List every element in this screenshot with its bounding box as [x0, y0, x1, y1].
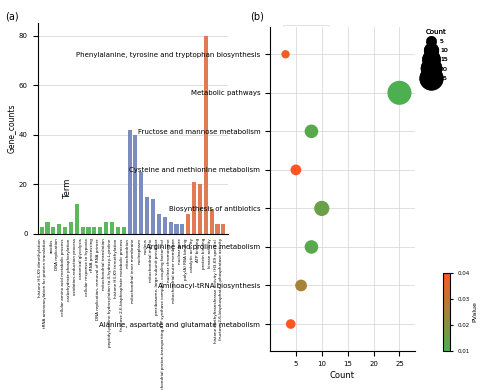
- Text: (a): (a): [5, 12, 18, 22]
- Bar: [104, 222, 108, 234]
- Y-axis label: PValue: PValue: [472, 301, 477, 323]
- Bar: [162, 217, 167, 234]
- Bar: [92, 227, 96, 234]
- Bar: [198, 184, 202, 234]
- Bar: [128, 130, 132, 234]
- Point: [282, 51, 290, 57]
- Bar: [134, 135, 138, 234]
- Bar: [192, 182, 196, 234]
- Bar: [98, 227, 102, 234]
- Bar: [116, 227, 120, 234]
- Bar: [52, 227, 56, 234]
- Bar: [157, 214, 161, 234]
- Point: [308, 128, 316, 135]
- Bar: [180, 224, 184, 234]
- Bar: [40, 227, 44, 234]
- Bar: [210, 209, 214, 234]
- Legend: 5, 10, 15, 20, 25: 5, 10, 15, 20, 25: [422, 27, 450, 83]
- Bar: [69, 222, 73, 234]
- Bar: [46, 222, 50, 234]
- Bar: [63, 227, 67, 234]
- Point: [318, 205, 326, 211]
- Point: [286, 321, 294, 327]
- Point: [297, 282, 305, 289]
- Bar: [174, 224, 178, 234]
- Bar: [122, 227, 126, 234]
- Bar: [204, 36, 208, 234]
- Bar: [168, 222, 172, 234]
- Bar: [216, 224, 220, 234]
- Point: [308, 244, 316, 250]
- X-axis label: Count: Count: [330, 371, 355, 380]
- Point: [396, 90, 404, 96]
- Text: (b): (b): [250, 12, 264, 22]
- Bar: [145, 197, 149, 234]
- Legend: GO_BP, GO_CC, GO_MF: GO_BP, GO_CC, GO_MF: [284, 25, 329, 70]
- Bar: [86, 227, 90, 234]
- Y-axis label: Gene_counts: Gene_counts: [7, 104, 16, 153]
- Bar: [186, 214, 190, 234]
- Bar: [80, 227, 84, 234]
- Bar: [222, 224, 226, 234]
- Y-axis label: Term: Term: [63, 179, 72, 199]
- Bar: [110, 222, 114, 234]
- Bar: [139, 172, 143, 234]
- Bar: [151, 199, 155, 234]
- Point: [292, 167, 300, 173]
- Bar: [57, 224, 61, 234]
- Bar: [74, 204, 79, 234]
